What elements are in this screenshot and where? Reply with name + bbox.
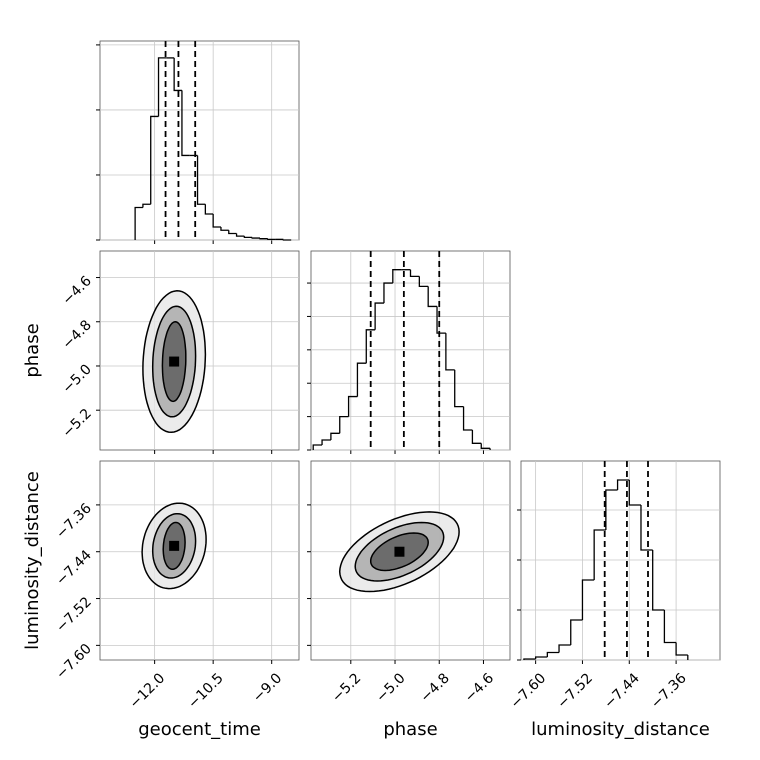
histogram-bin: [282, 239, 292, 241]
histogram-bin: [251, 237, 260, 239]
histogram-bin: [235, 233, 245, 237]
histogram-bin: [312, 444, 323, 450]
y-tick-label: −7.36: [53, 500, 95, 542]
histogram-bin: [581, 579, 595, 620]
histogram-bin: [593, 529, 606, 580]
y-tick-label: −4.8: [59, 317, 94, 352]
histogram-bin: [663, 610, 677, 644]
panel-frame: [99, 40, 300, 241]
y-tick-label: −7.60: [53, 641, 95, 683]
x-tick-label: −5.0: [373, 670, 408, 705]
x-tick-label: −7.36: [648, 670, 690, 712]
histogram-bin: [321, 439, 331, 445]
histogram-bin: [204, 204, 214, 215]
x-tick-label: −7.52: [554, 670, 596, 712]
histogram-bin: [356, 362, 367, 397]
histogram-bin: [392, 269, 402, 284]
histogram-bin: [605, 489, 618, 530]
panel-frame: [310, 250, 511, 451]
x-tick-label: −4.6: [462, 670, 497, 705]
x-tick-label: −10.5: [185, 670, 227, 712]
panel-frame: [99, 460, 300, 661]
histogram-bin: [150, 115, 159, 205]
histogram-bin: [558, 644, 571, 653]
histogram-bin: [675, 642, 688, 656]
histogram-bin: [259, 238, 268, 240]
histogram-bin: [181, 90, 190, 157]
histogram-bin: [616, 479, 630, 490]
histogram-bin: [454, 369, 464, 408]
density-peak: [394, 546, 405, 557]
x-axis-label: luminosity_distance: [531, 719, 710, 740]
y-tick-label: −5.2: [59, 406, 94, 441]
x-tick-label: −7.44: [601, 670, 643, 712]
histogram-bin: [220, 226, 229, 231]
histogram-bin: [383, 282, 393, 304]
x-axis-label: geocent_time: [138, 719, 261, 740]
histogram-bin: [436, 306, 446, 334]
histogram-bin: [418, 276, 429, 288]
x-axis-label: phase: [383, 719, 437, 740]
histogram-bin: [196, 155, 206, 205]
y-tick-label: −7.44: [53, 547, 95, 589]
panel-frame: [310, 460, 511, 661]
y-tick-label: −4.6: [59, 273, 94, 308]
histogram-bin: [480, 443, 491, 449]
histogram-bin: [267, 238, 276, 240]
histogram-bin: [374, 302, 384, 330]
panel-frame: [520, 460, 721, 661]
histogram-bin: [652, 550, 665, 611]
x-tick-label: −7.60: [508, 670, 550, 712]
histogram-bin: [339, 415, 349, 434]
histogram-bin: [570, 619, 583, 645]
histogram-bin: [330, 432, 340, 440]
histogram-bin: [243, 236, 253, 239]
histogram-bin: [462, 406, 473, 431]
density-peak: [169, 540, 180, 551]
x-tick-label: −5.2: [329, 670, 364, 705]
histogram-bin: [157, 57, 167, 117]
panel-frame: [99, 250, 300, 451]
y-tick-label: −7.52: [53, 594, 95, 636]
histogram-bin: [628, 480, 641, 506]
x-tick-label: −4.8: [418, 670, 453, 705]
histogram-bin: [142, 203, 151, 208]
histogram-bin: [427, 286, 438, 308]
histogram-bin: [212, 213, 221, 228]
histogram-bin: [228, 230, 237, 235]
histogram-bin: [471, 429, 482, 444]
histogram-bin: [534, 656, 548, 659]
histogram-bin: [546, 651, 560, 657]
histogram-bin: [173, 57, 182, 92]
histogram-bin: [409, 269, 420, 278]
y-axis-label: phase: [22, 323, 43, 377]
density-peak: [169, 356, 180, 367]
y-tick-label: −5.0: [59, 361, 94, 396]
histogram-bin: [523, 658, 536, 660]
histogram-bin: [347, 395, 358, 417]
x-tick-label: −12.0: [127, 670, 169, 712]
y-axis-label: luminosity_distance: [22, 471, 43, 650]
histogram-bin: [445, 333, 455, 371]
histogram-bin: [134, 206, 143, 240]
x-tick-label: −9.0: [250, 670, 285, 705]
histogram-bin: [365, 329, 376, 364]
histogram-bin: [640, 505, 653, 551]
